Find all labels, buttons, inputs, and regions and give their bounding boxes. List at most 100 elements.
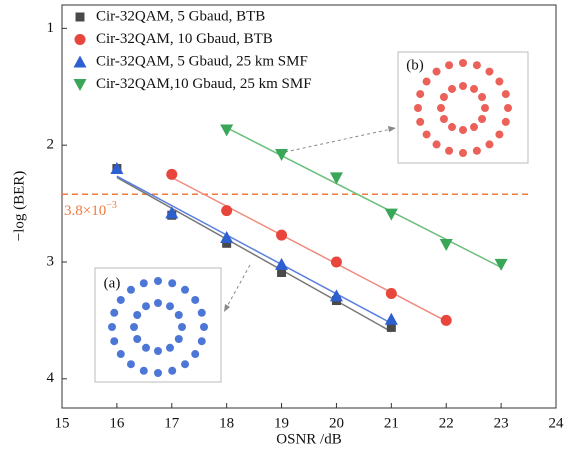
y-tick-label: 2 <box>47 137 55 153</box>
point <box>275 258 288 270</box>
constellation-dot <box>459 126 467 134</box>
legend-label: Cir-32QAM, 10 Gbaud, BTB <box>96 31 273 47</box>
constellation-dot <box>448 123 456 131</box>
constellation-dot <box>127 286 135 294</box>
x-tick-label: 24 <box>549 415 565 431</box>
constellation-dot <box>154 347 162 355</box>
constellation-dot <box>502 118 510 126</box>
constellation-dot <box>459 82 467 90</box>
constellation-dot <box>470 123 478 131</box>
threshold-label-exponent: −3 <box>106 201 117 212</box>
inset-label: (a) <box>104 275 121 291</box>
y-tick-label: 3 <box>47 253 55 269</box>
constellation-dot <box>154 277 162 285</box>
constellation-dot <box>470 85 478 93</box>
constellation-dot <box>133 335 141 343</box>
legend-label: Cir-32QAM,10 Gbaud, 25 km SMF <box>96 76 312 92</box>
constellation-dot <box>445 61 453 69</box>
constellation-dot <box>440 115 448 123</box>
constellation-dot <box>459 59 467 67</box>
constellation-dot <box>504 104 512 112</box>
constellation-dot <box>495 78 503 86</box>
legend-marker <box>76 13 85 22</box>
legend-marker <box>74 79 87 91</box>
constellation-dot <box>175 335 183 343</box>
constellation-dot <box>117 350 125 358</box>
constellation-dot <box>200 323 208 331</box>
constellation-dot <box>198 337 206 345</box>
chart: OSNR /dB −log (BER) (a) (b) 151617181920… <box>0 0 577 458</box>
constellation-dot <box>433 68 441 76</box>
x-tick-label: 16 <box>109 415 125 431</box>
constellation-dot <box>481 104 489 112</box>
x-tick-label: 15 <box>55 415 70 431</box>
legend-marker <box>75 34 86 45</box>
legend-label: Cir-32QAM, 5 Gbaud, 25 km SMF <box>96 53 308 69</box>
constellation-dot <box>108 323 116 331</box>
inset-label: (b) <box>406 57 424 73</box>
constellation-dot <box>445 147 453 155</box>
constellation-dot <box>110 337 118 345</box>
point <box>386 288 397 299</box>
constellation-dot <box>178 323 186 331</box>
constellation-dot <box>416 118 424 126</box>
x-tick-label: 19 <box>274 415 289 431</box>
constellation-dot <box>154 369 162 377</box>
constellation-dot <box>142 302 150 310</box>
inset-a: (a) <box>95 268 221 382</box>
constellation-dot <box>166 344 174 352</box>
constellation-dot <box>181 286 189 294</box>
constellation-dot <box>437 104 445 112</box>
constellation-dot <box>478 93 486 101</box>
constellation-dot <box>191 296 199 304</box>
constellation-dot <box>440 93 448 101</box>
point <box>330 172 343 184</box>
constellation-dot <box>168 367 176 375</box>
constellation-dot <box>459 149 467 157</box>
threshold-label: 3.8×10−3 <box>64 201 117 220</box>
x-tick-label: 17 <box>164 415 180 431</box>
constellation-dot <box>175 311 183 319</box>
constellation-dot <box>423 78 431 86</box>
constellation-dot <box>198 309 206 317</box>
constellation-dot <box>502 90 510 98</box>
constellation-dot <box>142 344 150 352</box>
arrow <box>224 265 250 312</box>
constellation-dot <box>416 90 424 98</box>
arrowhead <box>224 304 230 312</box>
constellation-dot <box>485 140 493 148</box>
constellation-dot <box>448 85 456 93</box>
y-axis-label: −log (BER) <box>11 171 27 242</box>
constellation-dot <box>414 104 422 112</box>
constellation-dot <box>117 296 125 304</box>
constellation-dot <box>140 367 148 375</box>
point <box>385 313 398 325</box>
constellation-dot <box>423 130 431 138</box>
inset-b: (b) <box>398 52 528 163</box>
point <box>110 162 123 174</box>
x-tick-label: 22 <box>439 415 454 431</box>
constellation-dot <box>168 279 176 287</box>
constellation-dot <box>473 147 481 155</box>
constellation-dot <box>495 130 503 138</box>
arrowhead <box>388 126 396 132</box>
constellation-dot <box>473 61 481 69</box>
constellation-dot <box>140 279 148 287</box>
x-tick-label: 21 <box>384 415 399 431</box>
constellation-dot <box>433 140 441 148</box>
x-tick-label: 20 <box>329 415 344 431</box>
legend-marker <box>74 56 87 68</box>
x-axis-label: OSNR /dB <box>276 431 341 447</box>
constellation-dot <box>127 360 135 368</box>
constellation-dot <box>166 302 174 310</box>
constellation-dot <box>485 68 493 76</box>
point <box>166 169 177 180</box>
point <box>441 315 452 326</box>
constellation-dot <box>191 350 199 358</box>
arrow <box>285 128 396 152</box>
x-tick-label: 23 <box>494 415 509 431</box>
constellation-dot <box>478 115 486 123</box>
y-tick-label: 4 <box>47 370 55 386</box>
point <box>275 149 288 161</box>
point <box>221 205 232 216</box>
